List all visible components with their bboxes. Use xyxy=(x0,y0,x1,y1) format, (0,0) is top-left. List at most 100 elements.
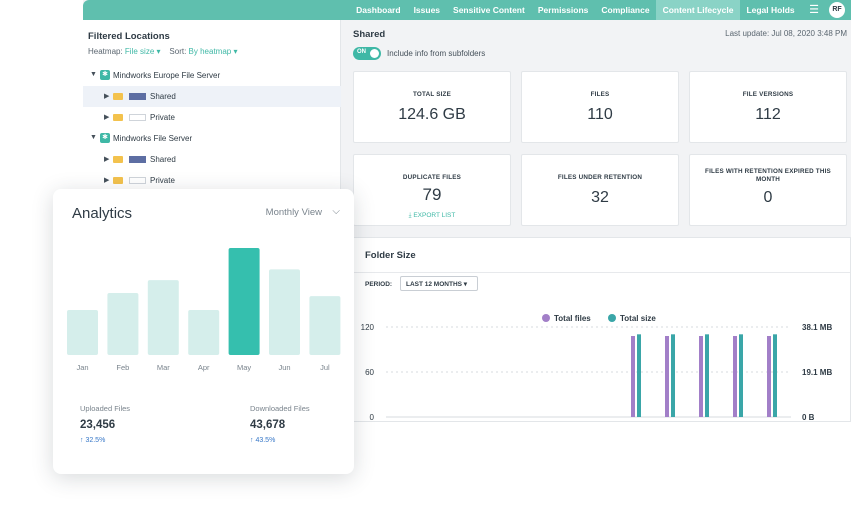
toggle-knob xyxy=(370,49,379,58)
stat-card-files-under-retention: FILES UNDER RETENTION 32 xyxy=(521,154,679,226)
location-details: Shared Last update: Jul 08, 2020 3:48 PM… xyxy=(343,20,851,422)
stat-value: 112 xyxy=(755,106,781,123)
stat-value: 124.6 GB xyxy=(398,106,466,123)
stat-card-total-size: TOTAL SIZE 124.6 GB xyxy=(353,71,511,143)
stat-card-file-versions: FILE VERSIONS 112 xyxy=(689,71,847,143)
tree-item-folder[interactable]: ▶ Private xyxy=(83,107,341,128)
tree-item-server[interactable]: ▼ ✱ Mindworks Europe File Server xyxy=(83,65,341,86)
stat-label: TOTAL SIZE xyxy=(412,91,452,98)
analytics-bar xyxy=(269,269,300,355)
y-tick-right: 19.1 MB xyxy=(802,368,832,377)
filtered-locations-title: Filtered Locations xyxy=(88,31,170,42)
nav-content-lifecycle[interactable]: Content Lifecycle xyxy=(656,0,740,20)
view-selector[interactable]: Monthly View xyxy=(265,207,322,218)
stat-label: FILES UNDER RETENTION xyxy=(557,174,643,181)
folder-size-panel: Folder Size PERIOD: LAST 12 MONTHS ▾ Tot… xyxy=(353,237,851,422)
heatmap-bar xyxy=(129,114,146,121)
analytics-bar xyxy=(309,296,341,355)
folder-icon xyxy=(113,114,123,121)
stat-card-files: FILES 110 xyxy=(521,71,679,143)
arrow-up-icon: ↑ xyxy=(80,437,84,444)
analytics-bar xyxy=(107,292,139,355)
folder-size-title: Folder Size xyxy=(365,250,416,261)
toggle-state: ON xyxy=(357,49,366,55)
analytics-bar-chart: Jan Feb Mar Apr May Jun Jul xyxy=(67,248,341,372)
bar-total-size xyxy=(773,334,777,417)
divider xyxy=(354,272,850,273)
heatmap-label: Heatmap: xyxy=(88,47,123,56)
stat-label: DUPLICATE FILES xyxy=(402,174,462,181)
stat-value: 32 xyxy=(591,189,609,206)
heatmap-sort-controls: Heatmap: File size ▾ Sort: By heatmap ▾ xyxy=(88,47,238,56)
tree-item-folder[interactable]: ▶ Shared xyxy=(83,149,341,170)
month-label: Mar xyxy=(157,363,170,372)
folder-icon xyxy=(113,177,123,184)
bar-total-size xyxy=(705,334,709,417)
heatmap-value: File size xyxy=(124,47,155,56)
tree-label: Mindworks File Server xyxy=(113,134,193,143)
bar-total-size xyxy=(739,334,743,417)
analytics-bar xyxy=(67,310,98,355)
uploaded-files-label: Uploaded Files xyxy=(80,404,131,413)
tree-label: Mindworks Europe File Server xyxy=(113,71,221,80)
nav-issues[interactable]: Issues xyxy=(413,5,441,15)
y-tick-right: 0 B xyxy=(802,413,815,422)
bar-total-size xyxy=(671,334,675,417)
downloaded-files-label: Downloaded Files xyxy=(250,404,310,413)
period-select[interactable]: LAST 12 MONTHS ▾ xyxy=(400,276,478,291)
month-label: Feb xyxy=(116,363,129,372)
tree-label: Private xyxy=(150,113,175,122)
chevron-down-icon[interactable]: ⌵ xyxy=(332,206,340,217)
arrow-up-icon: ↑ xyxy=(250,437,254,444)
sort-label: Sort: xyxy=(169,47,187,56)
uploaded-change-value: 32.5% xyxy=(85,437,106,444)
caret-right-icon[interactable]: ▶ xyxy=(104,93,110,100)
nav-compliance[interactable]: Compliance xyxy=(601,5,650,15)
bar-total-files xyxy=(631,336,635,417)
month-label: Jan xyxy=(76,363,88,372)
tree-label: Private xyxy=(150,176,175,185)
heatmap-bar xyxy=(129,156,146,163)
stat-card-retention-expired: FILES WITH RETENTION EXPIRED THIS MONTH … xyxy=(689,154,847,226)
export-list-link[interactable]: ⤓ EXPORT LIST xyxy=(408,212,456,219)
stat-label: FILE VERSIONS xyxy=(742,91,794,98)
nav-legal-holds[interactable]: Legal Holds xyxy=(746,5,795,15)
month-label: Jun xyxy=(278,363,290,372)
bar-total-files xyxy=(665,336,669,417)
stat-label: FILES xyxy=(590,91,610,98)
legend-label: Total size xyxy=(620,314,656,323)
nav-dashboard[interactable]: Dashboard xyxy=(356,5,401,15)
caret-right-icon[interactable]: ▶ xyxy=(104,156,110,163)
folder-size-chart: Total files Total size 120 38.1 MB 60 19.1 MB… xyxy=(361,314,832,422)
y-tick-left: 0 xyxy=(370,413,375,422)
stat-label: FILES WITH RETENTION EXPIRED THIS MONTH xyxy=(705,168,831,183)
caret-down-icon[interactable]: ▼ xyxy=(90,134,97,141)
nav-permissions[interactable]: Permissions xyxy=(537,5,589,15)
caret-right-icon[interactable]: ▶ xyxy=(104,114,110,121)
tree-item-folder[interactable]: ▶ Shared xyxy=(83,86,341,107)
stat-value: 110 xyxy=(587,106,613,123)
legend-marker xyxy=(542,314,550,322)
nav-sensitive-content[interactable]: Sensitive Content xyxy=(453,5,525,15)
legend-label: Total files xyxy=(554,314,591,323)
caret-right-icon[interactable]: ▶ xyxy=(104,177,110,184)
tree-item-server[interactable]: ▼ ✱ Mindworks File Server xyxy=(83,128,341,149)
sort-dropdown[interactable]: By heatmap ▾ xyxy=(188,47,238,56)
stat-value: 0 xyxy=(763,189,773,206)
avatar[interactable]: RF xyxy=(829,2,845,18)
stat-card-duplicate-files: DUPLICATE FILES 79 ⤓ EXPORT LIST xyxy=(353,154,511,226)
top-nav-bar: Dashboard Issues Sensitive Content Permi… xyxy=(83,0,851,20)
tree-label: Shared xyxy=(150,92,176,101)
period-label: PERIOD: xyxy=(365,281,393,288)
y-tick-left: 120 xyxy=(361,323,375,332)
nav-menu: Dashboard Issues Sensitive Content Permi… xyxy=(350,0,851,20)
downloaded-files-value: 43,678 xyxy=(250,419,286,431)
folder-icon xyxy=(113,156,123,163)
stat-value: 79 xyxy=(422,185,442,204)
hamburger-icon[interactable]: ☰ xyxy=(809,4,819,16)
location-title: Shared xyxy=(353,29,386,40)
heatmap-dropdown[interactable]: File size ▾ xyxy=(124,47,161,56)
tree-item-folder[interactable]: ▶ Private xyxy=(83,170,341,191)
caret-down-icon[interactable]: ▼ xyxy=(90,71,97,78)
subfolders-toggle[interactable]: ON xyxy=(353,47,381,60)
